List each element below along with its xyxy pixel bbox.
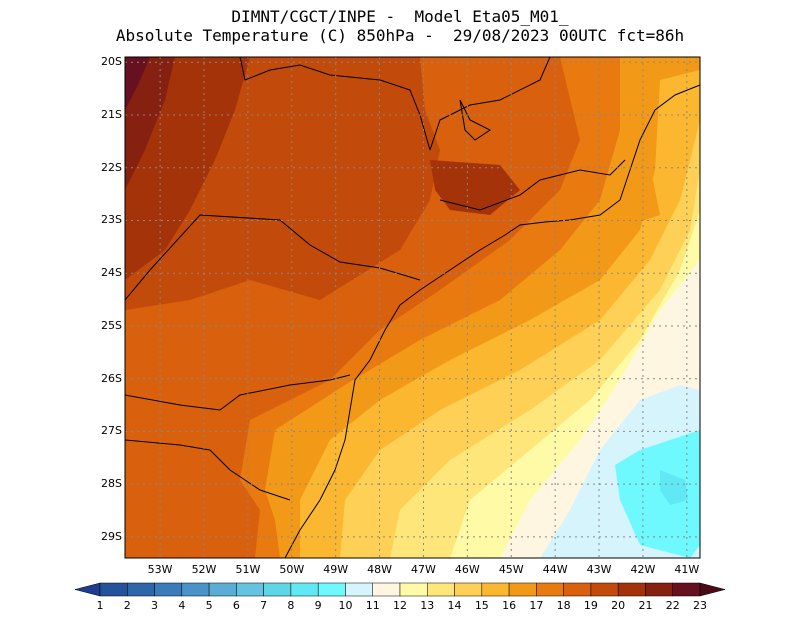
colorbar-swatch [236, 582, 264, 597]
lon-label: 49W [323, 563, 349, 576]
colorbar-swatch [154, 582, 183, 597]
lon-label: 48W [367, 563, 393, 576]
colorbar-swatch [617, 582, 646, 597]
colorbar-label: 3 [151, 599, 159, 612]
lat-label: 27S [101, 424, 122, 438]
colorbar-label: 19 [583, 599, 598, 612]
lat-label: 29S [101, 529, 122, 543]
lon-label: 51W [235, 563, 261, 576]
colorbar-label: 11 [365, 599, 380, 612]
colorbar-label: 13 [420, 599, 435, 612]
colorbar-label: 5 [205, 599, 213, 612]
colorbar-label: 21 [638, 599, 653, 612]
lat-label: 23S [101, 213, 122, 227]
band-21-nw [125, 57, 175, 190]
lat-label: 22S [101, 160, 122, 174]
coastline [284, 84, 701, 559]
reservoir [459, 99, 491, 141]
lon-label: 53W [147, 563, 173, 576]
band-8 [660, 470, 688, 505]
colorbar-label: 2 [123, 599, 131, 612]
colorbar-swatch [263, 582, 292, 597]
colorbar-swatch [481, 582, 510, 597]
border-uy [124, 439, 291, 501]
border-ms-go [239, 56, 431, 151]
colorbar-label: 6 [232, 599, 240, 612]
title-line-1: DIMNT/CGCT/INPE - Model Eta05_M01_ [231, 7, 569, 26]
band-16-spot [605, 165, 660, 225]
lon-label: 43W [586, 563, 612, 576]
colorbar-swatch [454, 582, 483, 597]
colorbar-swatch [208, 582, 237, 597]
colorbar-swatch [345, 582, 373, 597]
colorbar-label: 23 [693, 599, 707, 612]
colorbar-swatch [181, 582, 210, 597]
colorbar-swatch [590, 582, 619, 597]
lon-label: 52W [191, 563, 217, 576]
border-mg [429, 56, 551, 151]
colorbar [74, 582, 726, 597]
colorbar-label: 9 [314, 599, 322, 612]
lon-label: 44W [542, 563, 568, 576]
colorbar-swatch [672, 582, 701, 597]
colorbar-swatch [645, 582, 673, 597]
colorbar-label: 14 [447, 599, 462, 612]
colorbar-swatch [99, 582, 128, 597]
colorbar-label: 22 [665, 599, 680, 612]
lon-label: 41W [674, 563, 700, 576]
colorbar-arrow-low [74, 582, 101, 597]
colorbar-swatch [508, 582, 537, 597]
coastline-borders [124, 56, 701, 559]
lat-label: 26S [101, 371, 122, 385]
band-9 [615, 430, 700, 558]
border-pr-sp [124, 214, 421, 301]
plot-frame [124, 56, 701, 559]
colorbar-label: 8 [287, 599, 295, 612]
band-20-valley [430, 160, 520, 215]
lon-label: 45W [498, 563, 524, 576]
colorbar-label: 7 [260, 599, 268, 612]
colorbar-swatch [127, 582, 155, 597]
lat-label: 25S [101, 318, 122, 332]
band-22-corner [125, 57, 150, 110]
colorbar-label: 1 [96, 599, 104, 612]
lat-label: 24S [101, 266, 122, 280]
colorbar-label: 20 [611, 599, 626, 612]
colorbar-label: 18 [556, 599, 571, 612]
lat-label: 21S [101, 108, 122, 121]
colorbar-swatch [399, 582, 428, 597]
lon-label: 50W [279, 563, 305, 576]
colorbar-arrow-high [699, 582, 726, 597]
border-rj [439, 159, 626, 211]
lat-label: 20S [101, 55, 122, 69]
colorbar-swatch [372, 582, 401, 597]
colorbar-swatch [536, 582, 564, 597]
colorbar-label: 4 [178, 599, 186, 612]
lon-label: 42W [630, 563, 656, 576]
lon-label: 47W [411, 563, 436, 576]
border-rs-sc [124, 374, 351, 411]
lon-label: 46W [454, 563, 480, 576]
colorbar-swatch [317, 582, 346, 597]
title-line-2: Absolute Temperature (C) 850hPa - 29/08/… [115, 26, 685, 45]
colorbar-label: 16 [502, 599, 517, 612]
lat-label: 28S [101, 477, 122, 491]
colorbar-label: 17 [529, 599, 544, 612]
colorbar-label: 10 [338, 599, 353, 612]
colorbar-swatch [563, 582, 592, 597]
temperature-field [125, 57, 700, 558]
colorbar-swatch [290, 582, 319, 597]
colorbar-label: 12 [393, 599, 407, 612]
colorbar-label: 15 [474, 599, 489, 612]
colorbar-swatch [427, 582, 455, 597]
